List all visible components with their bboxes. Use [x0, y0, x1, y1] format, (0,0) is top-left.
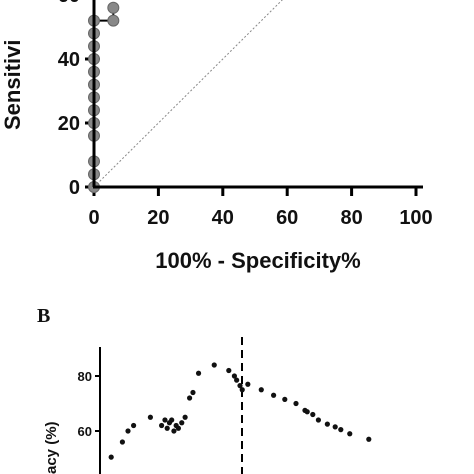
accuracy-point [234, 377, 240, 383]
y-tick-labels: 60 80 [78, 369, 100, 439]
x-tick-label: 100 [399, 207, 432, 229]
accuracy-point [108, 454, 114, 460]
accuracy-points [108, 362, 372, 460]
accuracy-point [324, 421, 330, 427]
x-tick-label: 40 [212, 207, 234, 229]
accuracy-point [119, 439, 125, 445]
x-axis-label: 100% - Specificity% [155, 248, 360, 273]
roc-point [107, 1, 120, 14]
y-axis-label: Sensitivi [0, 40, 25, 130]
y-tick-label: 80 [78, 369, 92, 384]
x-tick-label: 80 [340, 207, 362, 229]
x-tick-label: 0 [88, 207, 99, 229]
accuracy-point [162, 417, 168, 423]
panel-label: B [37, 305, 50, 327]
x-tick-label: 20 [147, 207, 169, 229]
y-tick-label: 60 [78, 424, 92, 439]
accuracy-point [175, 425, 181, 431]
accuracy-point [179, 420, 185, 426]
accuracy-point [190, 389, 196, 396]
accuracy-point [245, 381, 251, 387]
accuracy-point [187, 395, 193, 401]
roc-chart: Sensitivi 0 20 40 60 0 20 40 60 80 100 100% - Sp… [0, 0, 433, 273]
x-tick-labels: 0 20 40 60 80 100 [88, 187, 433, 229]
accuracy-point [271, 392, 277, 398]
accuracy-point [231, 373, 237, 379]
roc-point [107, 14, 120, 27]
accuracy-point [338, 427, 344, 433]
x-tick-label: 60 [276, 207, 298, 229]
accuracy-point [131, 422, 137, 429]
accuracy-point [347, 431, 353, 437]
accuracy-chart: B acy (%) 60 80 [37, 305, 372, 474]
accuracy-point [195, 370, 202, 376]
accuracy-point [147, 414, 153, 420]
y-tick-label: 20 [58, 113, 80, 135]
accuracy-point [159, 422, 165, 429]
accuracy-point [315, 417, 321, 423]
reference-diagonal [93, 0, 283, 188]
accuracy-point [293, 400, 299, 407]
y-tick-labels: 0 20 40 60 [58, 0, 94, 199]
y-tick-label: 60 [58, 0, 80, 7]
accuracy-point [171, 428, 177, 434]
accuracy-point [282, 396, 288, 402]
accuracy-point [310, 411, 316, 418]
accuracy-point [226, 367, 232, 374]
accuracy-point [125, 428, 131, 434]
accuracy-point [169, 417, 175, 423]
y-tick-label: 0 [69, 177, 80, 199]
accuracy-point [237, 383, 243, 389]
accuracy-point [366, 436, 372, 442]
accuracy-point [239, 387, 245, 393]
accuracy-point [164, 425, 170, 431]
accuracy-point [182, 414, 188, 420]
accuracy-point [304, 409, 310, 415]
accuracy-point [332, 424, 338, 430]
y-axis-label: acy (%) [43, 421, 60, 474]
accuracy-point [211, 362, 217, 368]
y-tick-label: 40 [58, 49, 80, 71]
accuracy-point [258, 387, 264, 393]
